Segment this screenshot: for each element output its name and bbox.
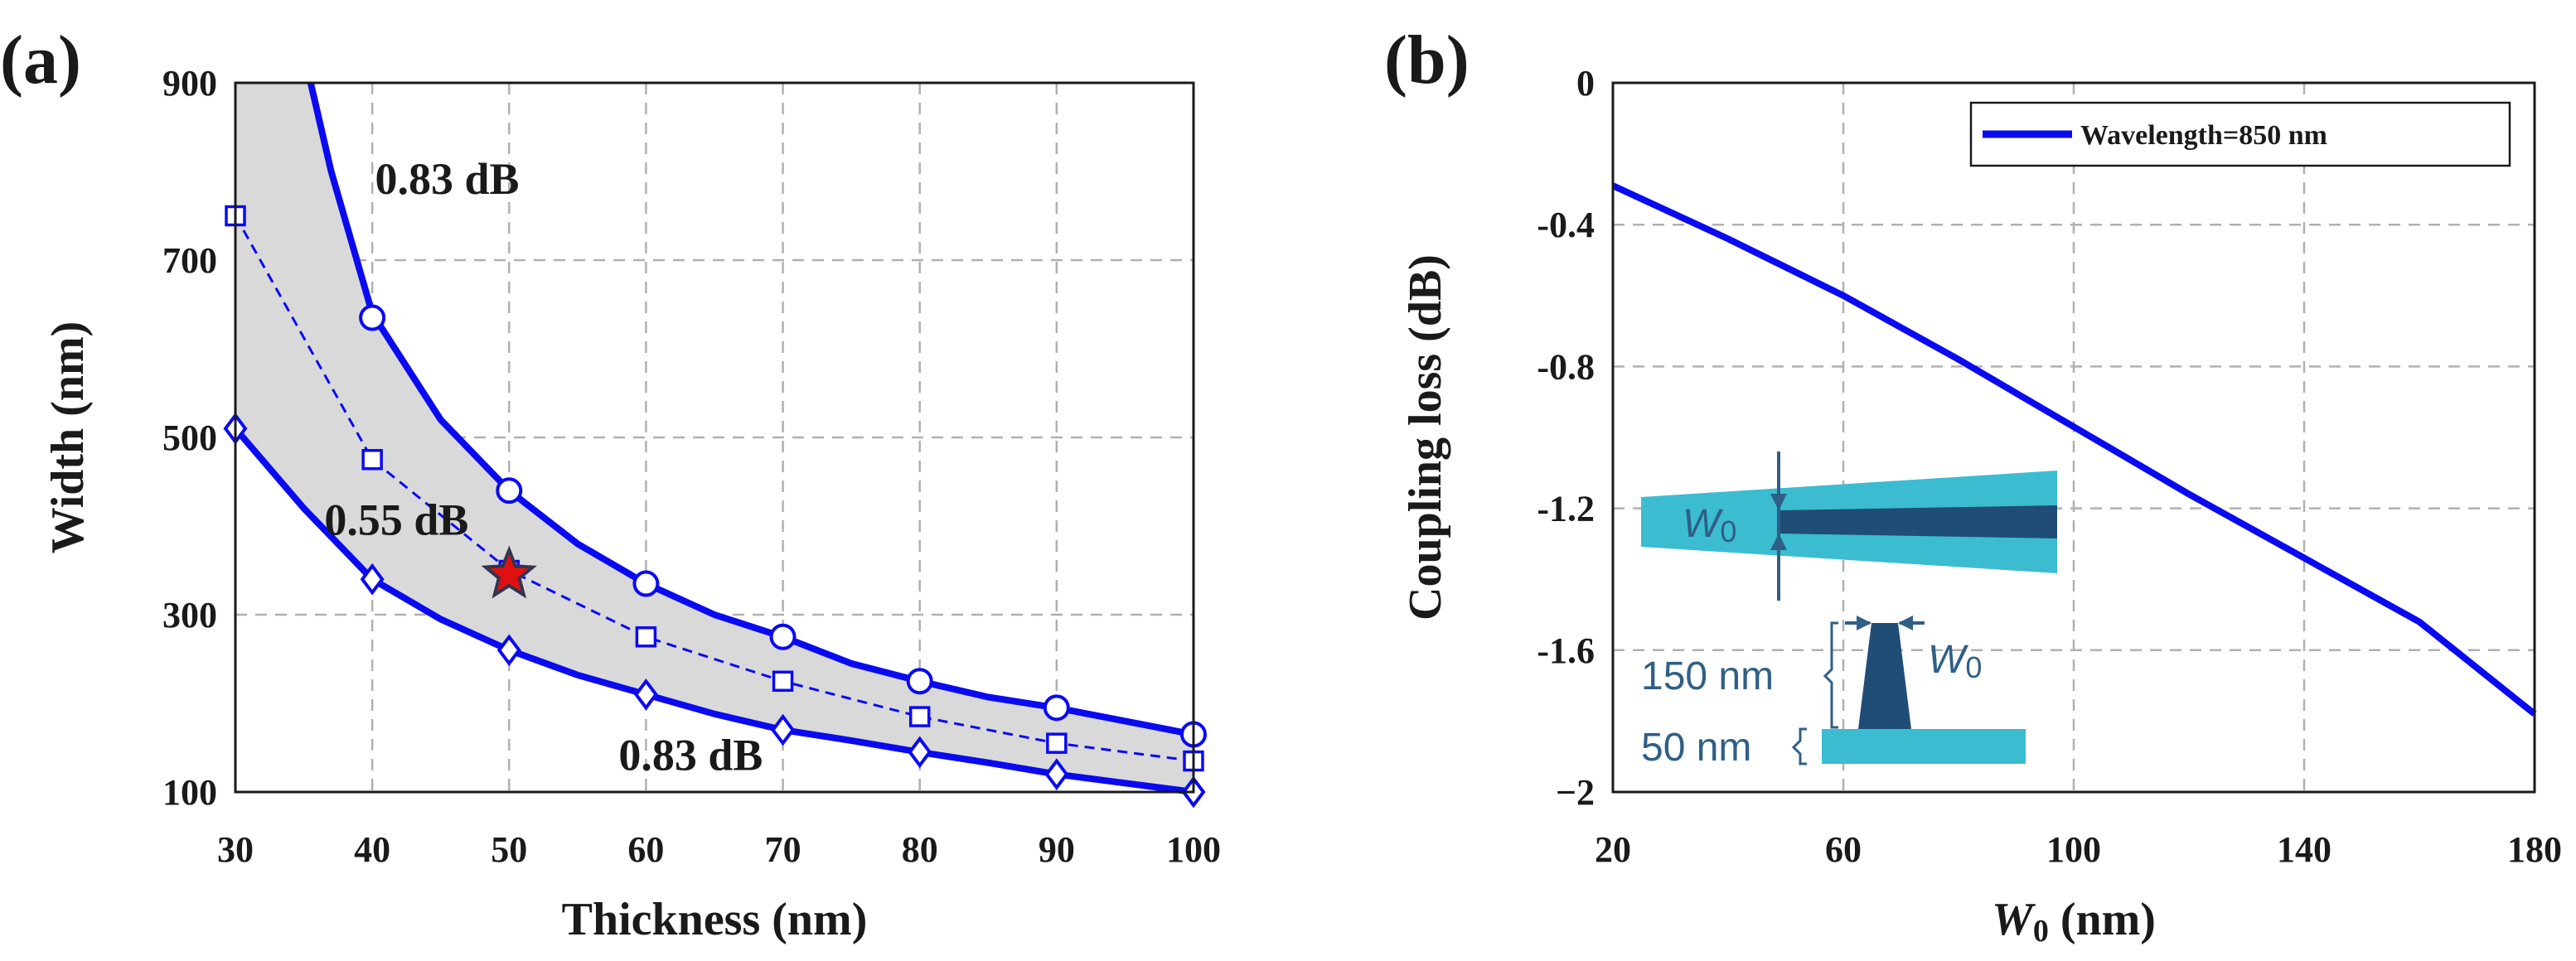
- chart-a-upper-point-50: [496, 477, 523, 505]
- legend-label: Wavelength=850 nm: [2080, 120, 2327, 151]
- chart-a-upper-point-90: [1043, 694, 1070, 722]
- chart-a-upper-curve: [307, 82, 1194, 738]
- chart-a-shaded-region-layer: [235, 83, 1194, 792]
- inset-brace-150: [1823, 621, 1838, 729]
- chart-a-ytick-100: 100: [162, 772, 217, 813]
- chart-a: (a) 30 40 50 60 70 80 90 100 100 300 500 700 900 0.…: [0, 22, 1221, 945]
- inset-taper-core: [1779, 505, 2057, 538]
- chart-a-lower-curve: [232, 426, 1194, 795]
- panel-a-label: (a): [0, 22, 81, 99]
- chart-a-lower-point-60: [633, 678, 658, 711]
- chart-a-xtick-90: 90: [1039, 829, 1075, 870]
- inset-w0-bottom-label: W0: [1928, 638, 1982, 684]
- inset-arrow-up: [1770, 534, 1787, 550]
- chart-a-middle-point-70: [772, 670, 794, 692]
- chart-a-lower-point-90: [1044, 758, 1069, 790]
- chart-a-xtick-60: 60: [627, 829, 664, 870]
- inset-w0-arrow-left-head: [1857, 616, 1871, 630]
- chart-a-ytick-900: 900: [162, 63, 217, 104]
- chart-a-upper-point-70: [769, 623, 797, 650]
- chart-b-ytick-3: -1.2: [1537, 489, 1595, 529]
- chart-b-xtick-60: 60: [1825, 829, 1862, 870]
- chart-a-middle-point-40: [361, 449, 383, 471]
- chart-b-legend: Wavelength=850 nm: [1969, 101, 2511, 167]
- chart-b-plot-frame: [1611, 81, 2536, 794]
- chart-a-middle-point-90: [1046, 732, 1068, 754]
- chart-b-y-ticks: 0 -0.4 -0.8 -1.2 -1.6 −2: [1537, 63, 1595, 813]
- chart-b-series-line: [1611, 182, 2537, 717]
- chart-b-x-axis-label: W0 (nm): [1992, 894, 2156, 949]
- chart-a-xtick-40: 40: [354, 829, 390, 870]
- chart-b-x-ticks: 20 60 100 140 180: [1595, 829, 2562, 870]
- chart-a-middle-point-80: [908, 706, 931, 727]
- chart-a-annotation-2: 0.83 dB: [618, 730, 763, 780]
- chart-b-ytick-5: −2: [1556, 772, 1595, 813]
- chart-a-annotation-0: 0.83 dB: [375, 154, 519, 204]
- chart-a-xtick-50: 50: [491, 829, 527, 870]
- chart-a-shaded-region: [235, 83, 1194, 792]
- chart-a-lower-point-50: [496, 634, 521, 667]
- inset-ridge: [1858, 623, 1911, 729]
- chart-b-ytick-2: -0.8: [1537, 346, 1595, 387]
- chart-a-y-axis-label: Width (nm): [42, 321, 94, 554]
- chart-b-xtick-20: 20: [1595, 829, 1631, 870]
- chart-a-annotations: 0.83 dB 0.55 dB 0.83 dB: [324, 154, 763, 780]
- chart-a-upper-point-60: [632, 570, 660, 597]
- chart-b-ytick-4: -1.6: [1537, 630, 1595, 671]
- inset-slab: [1822, 729, 2026, 764]
- chart-a-star-marker: [481, 545, 537, 599]
- chart-b-xtick-100: 100: [2046, 829, 2101, 870]
- panel-b-label: (b): [1384, 22, 1470, 99]
- chart-b-ytick-0: 0: [1576, 63, 1595, 104]
- chart-b-xtick-140: 140: [2277, 829, 2331, 870]
- chart-a-xtick-30: 30: [217, 829, 254, 870]
- chart-b-inset-diagram: W0 W0 150 nm 50 nm: [1641, 452, 2057, 770]
- inset-50nm-label: 50 nm: [1641, 726, 1751, 770]
- chart-a-x-ticks: 30 40 50 60 70 80 90 100: [217, 829, 1221, 870]
- chart-a-ytick-700: 700: [162, 240, 217, 281]
- chart-a-plot-frame: [234, 81, 1195, 794]
- chart-a-xtick-70: 70: [765, 829, 801, 870]
- chart-a-upper-point-40: [359, 304, 386, 331]
- chart-b-gridlines: [1613, 83, 2535, 792]
- chart-b-series-layer: [1611, 182, 2537, 717]
- chart-a-xtick-100: 100: [1166, 829, 1221, 870]
- chart-b-ytick-1: -0.4: [1537, 205, 1595, 245]
- chart-a-xtick-80: 80: [902, 829, 938, 870]
- chart-b: (b) 20 60 100 140 180 0 -0.4 -0.8 -1.2 -1.6 −2 Wa…: [1384, 22, 2562, 949]
- chart-a-middle-curve: [234, 215, 1194, 762]
- inset-150nm-label: 150 nm: [1641, 654, 1774, 698]
- chart-a-lower-point-70: [771, 713, 796, 746]
- chart-b-xtick-180: 180: [2507, 829, 2562, 870]
- chart-a-lower-point-40: [360, 563, 385, 596]
- chart-a-ytick-300: 300: [162, 595, 217, 635]
- chart-a-middle-point-60: [635, 626, 657, 648]
- chart-a-ytick-500: 500: [162, 418, 217, 458]
- chart-b-y-axis-label: Coupling loss (dB): [1400, 254, 1451, 621]
- chart-a-upper-point-80: [906, 668, 933, 695]
- chart-a-x-axis-label: Thickness (nm): [562, 894, 868, 945]
- inset-brace-50: [1791, 727, 1807, 765]
- chart-a-series-layer: [223, 82, 1207, 809]
- inset-w0-top-label: W0: [1683, 502, 1736, 548]
- chart-a-annotation-1: 0.55 dB: [324, 495, 468, 545]
- chart-a-lower-point-80: [908, 736, 932, 769]
- inset-arrow-down: [1770, 494, 1787, 510]
- chart-a-y-ticks: 100 300 500 700 900: [162, 63, 217, 813]
- inset-w0-arrow-right-head: [1898, 616, 1913, 630]
